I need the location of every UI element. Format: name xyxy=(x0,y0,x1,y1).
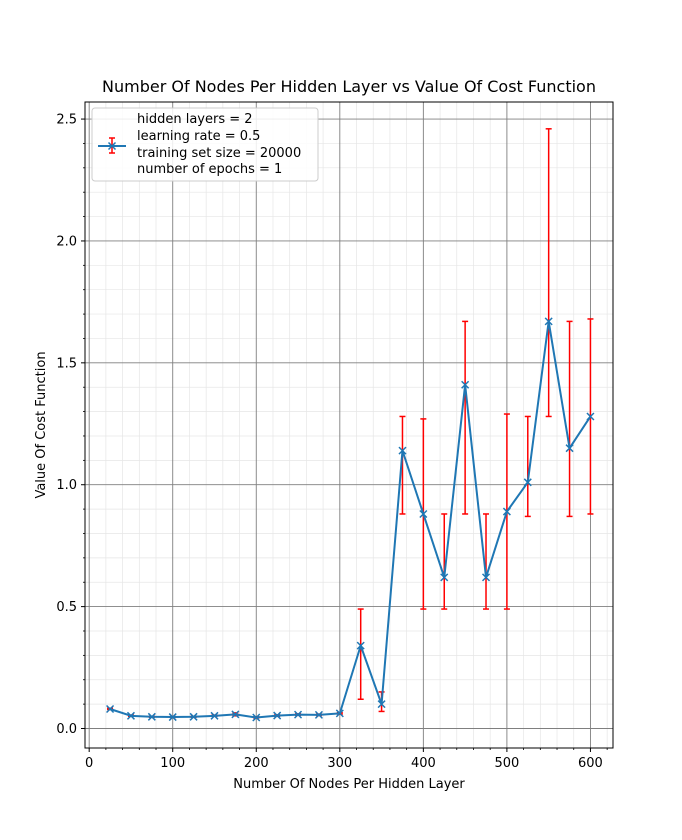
data-point xyxy=(461,380,470,389)
series-line-group xyxy=(109,320,592,719)
legend-entry-learning-rate: learning rate = 0.5 xyxy=(137,129,260,144)
x-tick-label: 600 xyxy=(578,756,603,771)
x-tick-label: 100 xyxy=(160,756,185,771)
plot-area-border xyxy=(84,101,614,749)
y-tick-label: 1.5 xyxy=(56,356,77,371)
error-bars xyxy=(107,128,594,719)
data-point xyxy=(419,509,428,519)
y-tick-label: 2.5 xyxy=(56,113,77,128)
axes-frame xyxy=(84,101,614,749)
data-point xyxy=(586,412,595,421)
data-point xyxy=(231,710,240,719)
data-point xyxy=(502,507,511,516)
data-point xyxy=(106,704,115,714)
legend: hidden layers = 2 learning rate = 0.5 tr… xyxy=(91,107,319,182)
y-tick-label: 0.5 xyxy=(56,600,77,615)
x-tick-label: 0 xyxy=(85,756,93,771)
x-axis-label: Number Of Nodes Per Hidden Layer xyxy=(233,777,465,792)
data-point xyxy=(168,713,177,722)
data-point xyxy=(210,711,219,720)
axis-ticks: 0 100 200 300 400 500 600 0.0 0.5 1.0 1.5 2.0 2.5 xyxy=(56,113,608,771)
x-tick-label: 300 xyxy=(327,756,352,771)
data-point xyxy=(252,713,261,722)
data-point xyxy=(356,641,365,650)
chart-title: Number Of Nodes Per Hidden Layer vs Valu… xyxy=(102,77,596,96)
legend-entry-hidden-layers: hidden layers = 2 xyxy=(137,112,253,127)
data-markers xyxy=(106,317,595,722)
data-point xyxy=(544,317,553,326)
data-point xyxy=(377,700,386,709)
legend-entry-training-set-size: training set size = 20000 xyxy=(137,146,301,161)
legend-handle xyxy=(98,137,126,154)
data-point xyxy=(189,712,198,721)
x-tick-label: 500 xyxy=(494,756,519,771)
minor-grid xyxy=(85,102,613,748)
x-tick-label: 200 xyxy=(244,756,269,771)
y-tick-label: 2.0 xyxy=(56,234,77,249)
data-point xyxy=(294,710,303,719)
data-point xyxy=(147,712,156,721)
data-point xyxy=(440,573,449,582)
data-point xyxy=(481,573,491,582)
data-point xyxy=(273,711,282,720)
series-line xyxy=(109,320,592,719)
data-point xyxy=(335,709,344,718)
legend-box xyxy=(91,107,319,182)
data-point xyxy=(565,444,574,453)
data-point xyxy=(126,711,135,720)
y-tick-label: 0.0 xyxy=(56,722,77,737)
x-tick-label: 400 xyxy=(411,756,436,771)
major-grid xyxy=(85,102,613,748)
data-point xyxy=(523,478,532,487)
y-tick-label: 1.0 xyxy=(56,478,77,493)
legend-entry-number-of-epochs: number of epochs = 1 xyxy=(137,162,282,177)
data-point xyxy=(314,710,323,719)
y-axis-label: Value Of Cost Function xyxy=(34,351,49,498)
data-point xyxy=(398,446,407,455)
